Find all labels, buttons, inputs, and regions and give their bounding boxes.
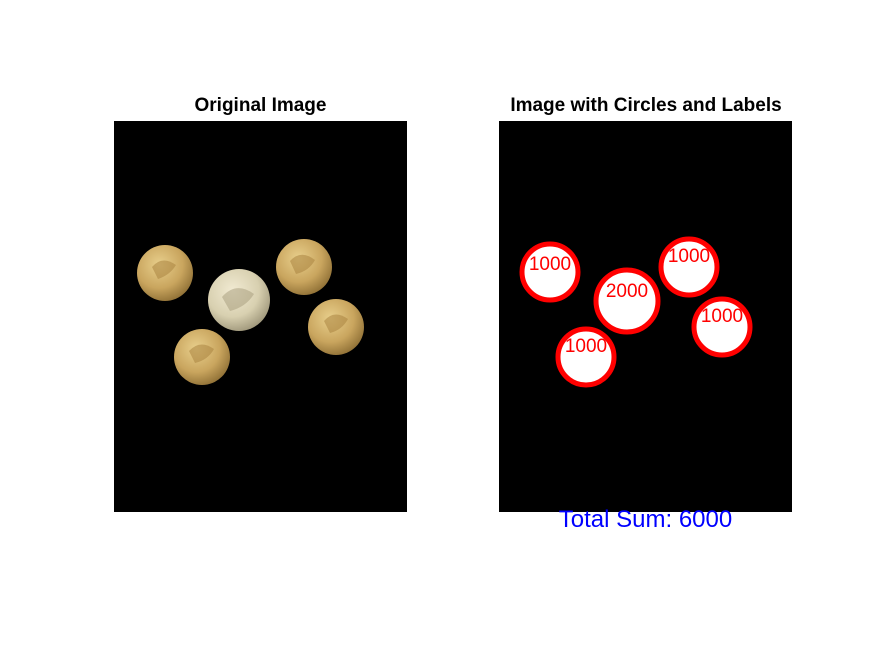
coin-value-label: 1000 (701, 306, 743, 327)
original-image (137, 239, 364, 385)
coin-photo (276, 239, 332, 295)
coin-value-label: 1000 (529, 254, 571, 275)
coin-photo (137, 245, 193, 301)
total-sum-label: Total Sum: 6000 (558, 506, 733, 533)
coin-value-label: 1000 (565, 336, 607, 357)
coin-circle: 1000 (519, 241, 581, 303)
coin-photo (208, 269, 270, 331)
original-image-title: Original Image (194, 95, 327, 116)
coin-value-label: 1000 (668, 246, 710, 267)
annotated-image: 1000 2000 1000 1000 1000 (519, 236, 753, 388)
coin-circle: 1000 (555, 326, 617, 388)
coin-value-label: 2000 (606, 281, 648, 302)
coin-photo (174, 329, 230, 385)
coin-circle: 2000 (593, 267, 661, 335)
coin-circle: 1000 (691, 296, 753, 358)
annotated-image-panel: 1000 2000 1000 1000 1000 (499, 121, 792, 512)
coin-circle: 1000 (658, 236, 720, 298)
original-image-panel (114, 121, 407, 512)
coin-photo (308, 299, 364, 355)
annotated-image-title: Image with Circles and Labels (510, 95, 782, 116)
